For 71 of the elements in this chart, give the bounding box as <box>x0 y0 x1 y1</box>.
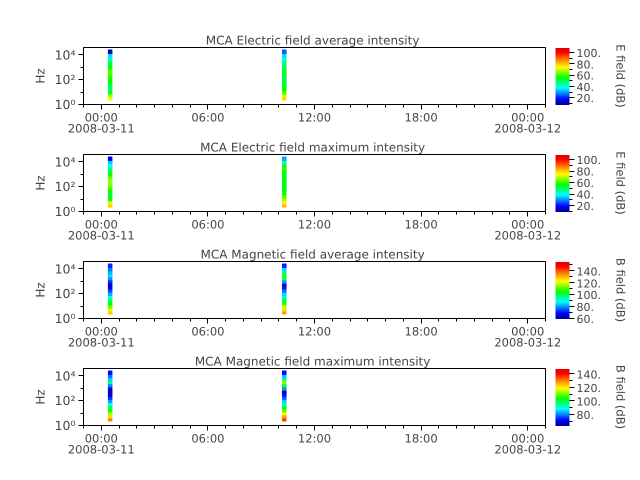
point <box>282 156 287 162</box>
color-bar-label: 100. <box>576 289 601 302</box>
y-axis-title: Hz <box>34 175 48 191</box>
point <box>282 264 287 268</box>
x-tick-label: 12:00 <box>298 324 332 338</box>
x-tick-label: 18:00 <box>404 218 438 232</box>
y-axis-title: Hz <box>34 282 48 298</box>
x-tick-label: 12:00 <box>298 432 332 446</box>
color-bar-title: E field (dB) <box>614 44 628 108</box>
x-tick-label: 00:00 2008-03-11 <box>68 432 135 457</box>
color-bar-label: 120. <box>576 277 601 290</box>
x-tick-label: 12:00 <box>298 218 332 232</box>
x-tick-label: 18:00 <box>404 324 438 338</box>
color-bar-label: 80. <box>576 301 594 314</box>
color-bar-label: 40. <box>576 80 594 94</box>
chart-title: MCA Magnetic field average intensity <box>200 248 425 262</box>
point <box>108 370 112 376</box>
y-tick-label: 10⁰ <box>54 311 76 326</box>
color-bar-label: 60. <box>576 177 594 190</box>
color-bar-label: 60. <box>576 312 594 326</box>
x-tick-label: 00:00 2008-03-12 <box>494 324 562 350</box>
y-tick-label: 10⁰ <box>54 204 76 219</box>
color-bar-label: 140. <box>576 368 601 382</box>
color-bar-label: 120. <box>576 382 601 395</box>
color-bar-label: 80. <box>576 166 594 179</box>
color-bar-label: 80. <box>576 408 594 422</box>
y-tick-label: 10⁰ <box>54 97 76 112</box>
y-tick-label: 10⁰ <box>54 418 76 433</box>
x-tick-label: 18:00 <box>404 110 438 124</box>
color-bar-title: B field (dB) <box>614 364 628 430</box>
x-tick-label: 18:00 <box>404 432 438 446</box>
x-tick-label: 06:00 <box>191 324 224 338</box>
x-tick-label: 00:00 2008-03-11 <box>68 218 135 243</box>
point <box>108 50 112 54</box>
x-tick-label: 00:00 2008-03-11 <box>68 324 135 350</box>
chart-title: MCA Magnetic field maximum intensity <box>194 354 430 368</box>
x-tick-label: 12:00 <box>298 110 332 124</box>
color-bar-label: 80. <box>576 58 594 72</box>
y-axis-title: Hz <box>34 68 48 84</box>
y-tick-label: 10⁴ <box>54 368 76 384</box>
chart-title: MCA Electric field maximum intensity <box>200 140 426 154</box>
x-tick-label: 06:00 <box>191 432 224 446</box>
y-tick-label: 10⁴ <box>54 47 76 62</box>
x-tick-label: 06:00 <box>191 218 224 232</box>
color-bar-label: 140. <box>576 265 601 278</box>
y-tick-label: 10² <box>54 286 76 302</box>
color-bar-label: 20. <box>576 200 594 214</box>
x-tick-label: 00:00 2008-03-11 <box>68 110 135 136</box>
color-bar-title: B field (dB) <box>614 258 628 322</box>
color-bar-label: 20. <box>576 92 594 106</box>
point <box>108 156 112 162</box>
x-tick-label: 00:00 2008-03-12 <box>494 432 562 457</box>
point <box>282 370 287 376</box>
color-bar-title: E field (dB) <box>614 151 628 215</box>
x-tick-label: 00:00 2008-03-12 <box>494 110 562 136</box>
color-bar-label: 100. <box>576 47 601 60</box>
color-bar-label: 60. <box>576 70 594 83</box>
y-tick-label: 10² <box>54 179 76 194</box>
y-tick-label: 10⁴ <box>54 261 76 276</box>
y-axis-title: Hz <box>34 389 48 405</box>
chart-title: MCA Electric field average intensity <box>206 34 420 48</box>
point <box>282 50 287 54</box>
y-tick-label: 10² <box>54 393 76 408</box>
color-bar-label: 100. <box>576 395 601 408</box>
y-tick-label: 10⁴ <box>54 154 76 170</box>
point <box>108 264 112 268</box>
y-tick-label: 10² <box>54 72 76 88</box>
color-bar-label: 100. <box>576 154 601 168</box>
color-bar-label: 40. <box>576 188 594 202</box>
x-tick-label: 00:00 2008-03-12 <box>494 218 562 243</box>
x-tick-label: 06:00 <box>191 110 224 124</box>
